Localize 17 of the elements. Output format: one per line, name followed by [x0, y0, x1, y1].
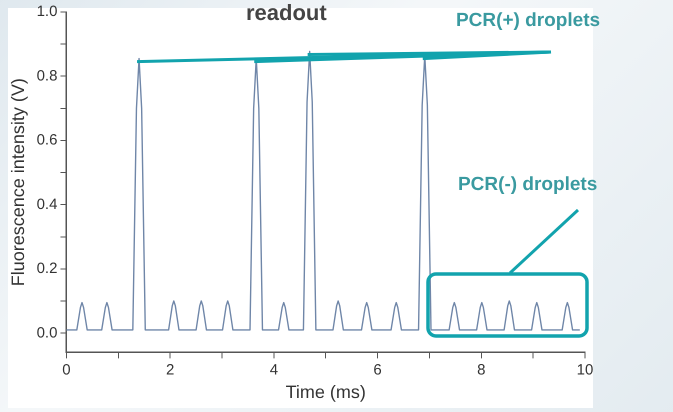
x-tick-label: 4 [270, 362, 278, 379]
x-tick-label: 2 [166, 362, 174, 379]
annotation: PCR(-) droplets [458, 174, 598, 196]
x-axis-title: Time (ms) [286, 382, 366, 402]
x-tick-label: 8 [477, 362, 486, 379]
y-tick-label: 0.0 [36, 324, 58, 342]
chart-title: readout [246, 0, 327, 26]
annotation: PCR(+) droplets [456, 10, 600, 32]
y-tick-label: 0.6 [36, 132, 58, 149]
x-tick-label: 10 [576, 362, 594, 379]
y-tick-label: 0.8 [36, 67, 58, 84]
y-tick-label: 0.2 [36, 260, 58, 278]
y-tick-label: 0.4 [36, 196, 58, 213]
x-tick-label: 0 [62, 362, 71, 379]
y-tick-label: 1.0 [36, 3, 58, 20]
x-tick-label: 6 [373, 362, 382, 379]
y-axis-title: Fluorescence intensity (V) [8, 78, 28, 286]
